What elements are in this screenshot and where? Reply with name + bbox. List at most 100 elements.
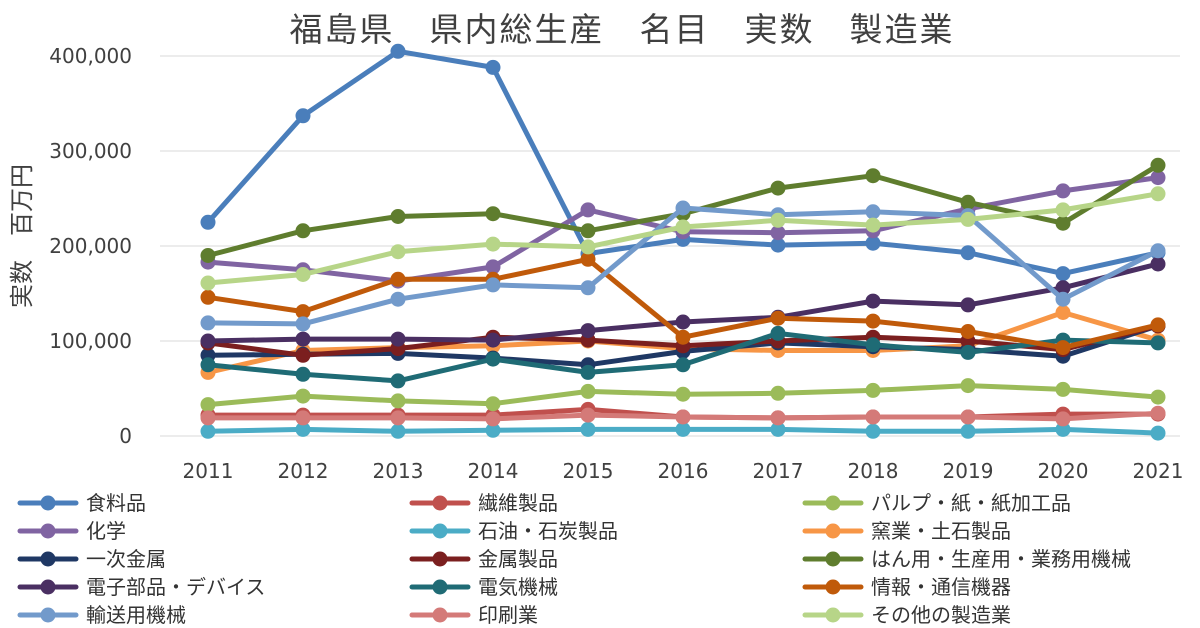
data-point: [390, 244, 406, 260]
data-point: [580, 251, 596, 267]
legend-item: 金属製品: [409, 547, 558, 571]
x-tick-label: 2011: [183, 459, 234, 483]
data-point: [580, 407, 596, 423]
data-point: [580, 364, 596, 380]
data-point: [960, 297, 976, 313]
legend-label: 繊維製品: [478, 491, 558, 515]
legend-label: その他の製造業: [871, 603, 1011, 627]
data-point: [390, 393, 406, 409]
data-point: [1150, 335, 1166, 351]
legend-marker: [825, 607, 841, 623]
legend-item: 情報・通信機器: [802, 575, 1011, 599]
data-point: [865, 423, 881, 439]
data-point: [485, 206, 501, 222]
data-point: [960, 344, 976, 360]
x-tick-label: 2019: [943, 459, 994, 483]
series-2: [200, 378, 1166, 413]
data-point: [865, 313, 881, 329]
data-point: [675, 386, 691, 402]
data-point: [295, 108, 311, 124]
legend-marker: [432, 607, 448, 623]
data-point: [675, 421, 691, 437]
legend-item: その他の製造業: [802, 603, 1011, 627]
data-point: [1150, 157, 1166, 173]
data-point: [865, 409, 881, 425]
data-point: [485, 259, 501, 275]
data-point: [1055, 215, 1071, 231]
data-point: [675, 409, 691, 425]
data-point: [960, 211, 976, 227]
x-tick-label: 2018: [848, 459, 899, 483]
x-tick-label: 2013: [373, 459, 424, 483]
data-point: [580, 280, 596, 296]
data-point: [580, 421, 596, 437]
series-4: [200, 421, 1166, 441]
legend-item: はん用・生産用・業務用機械: [802, 547, 1131, 571]
legend-marker: [825, 495, 841, 511]
legend-label: 金属製品: [478, 547, 558, 571]
data-point: [485, 411, 501, 427]
data-point: [1055, 421, 1071, 437]
legend-item: パルプ・紙・紙加工品: [802, 491, 1071, 515]
data-point: [200, 275, 216, 291]
legend-item: 電子部品・デバイス: [17, 575, 265, 599]
data-point: [295, 388, 311, 404]
legend-marker: [40, 607, 56, 623]
data-point: [200, 289, 216, 305]
y-tick-label: 0: [119, 424, 132, 448]
data-point: [1150, 243, 1166, 259]
data-point: [1150, 317, 1166, 333]
data-point: [485, 236, 501, 252]
x-tick-label: 2020: [1038, 459, 1089, 483]
data-point: [1055, 411, 1071, 427]
legend-marker: [432, 495, 448, 511]
y-tick-label: 100,000: [49, 329, 132, 353]
legend-marker: [40, 579, 56, 595]
data-point: [390, 410, 406, 426]
data-point: [295, 316, 311, 332]
legend-label: 食料品: [86, 491, 146, 515]
data-point: [390, 209, 406, 224]
legend-item: 電気機械: [409, 575, 558, 599]
legend-label: 輸送用機械: [86, 603, 186, 627]
data-point: [1055, 291, 1071, 307]
legend-item: 印刷業: [409, 603, 538, 627]
data-point: [960, 194, 976, 210]
data-point: [770, 421, 786, 437]
data-point: [580, 383, 596, 399]
legend-marker: [40, 495, 56, 511]
legend-marker: [825, 579, 841, 595]
legend-label: 石油・石炭製品: [478, 519, 618, 543]
data-point: [295, 410, 311, 426]
data-point: [580, 223, 596, 239]
data-point: [390, 271, 406, 287]
data-point: [675, 314, 691, 330]
x-tick-label: 2016: [658, 459, 709, 483]
data-point: [200, 214, 216, 230]
data-point: [390, 43, 406, 59]
y-tick-label: 200,000: [49, 234, 132, 258]
data-point: [1150, 256, 1166, 272]
legend-marker: [825, 551, 841, 567]
data-point: [580, 323, 596, 339]
data-point: [1150, 186, 1166, 202]
data-point: [865, 168, 881, 184]
x-axis-ticks: 2011 2012 2013 2014 2015 2016 2017 2018 2019 2020…: [183, 459, 1184, 483]
legend-marker: [40, 551, 56, 567]
data-point: [1150, 389, 1166, 405]
data-point: [770, 225, 786, 241]
chart-title: 福島県 県内総生産 名目 実数 製造業: [290, 10, 955, 49]
legend-marker: [40, 523, 56, 539]
data-point: [580, 239, 596, 255]
legend-label: はん用・生産用・業務用機械: [871, 547, 1131, 571]
gridlines: [160, 55, 1180, 437]
data-point: [770, 325, 786, 341]
data-point: [1055, 280, 1071, 296]
legend-item: 繊維製品: [409, 491, 558, 515]
legend-marker: [825, 523, 841, 539]
data-point: [1150, 405, 1166, 421]
data-point: [200, 357, 216, 373]
data-point: [1055, 266, 1071, 282]
data-point: [485, 396, 501, 412]
